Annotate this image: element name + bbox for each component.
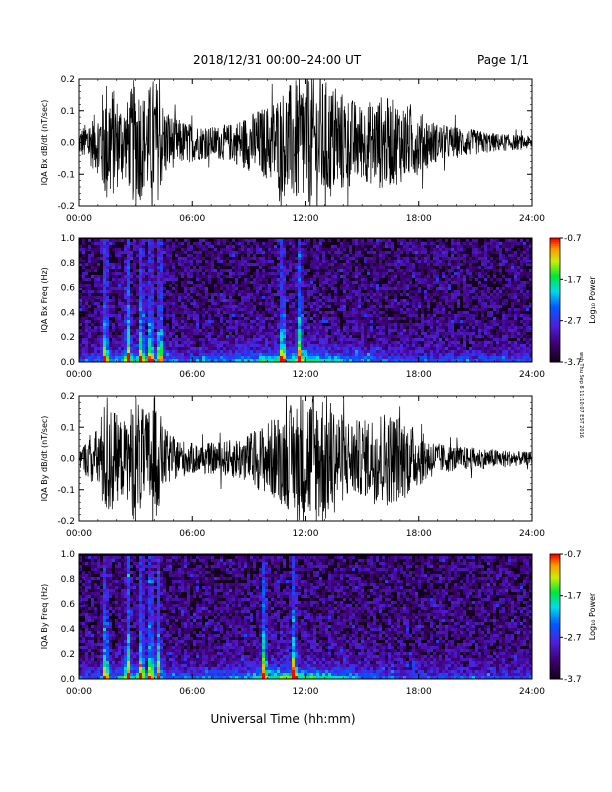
by-waveform-ytick-label: -0.2: [57, 517, 75, 527]
bx-spectrogram-xtick-label: 18:00: [406, 370, 432, 380]
by-spectrogram-colorbar-tick-label: -1.7: [564, 592, 582, 602]
by-waveform-ytick-label: -0.1: [57, 486, 75, 496]
by-waveform-ytick-label: 0.0: [61, 455, 76, 465]
by-spectrogram-xtick-label: 12:00: [293, 687, 319, 697]
bx-waveform-ytick-label: 0.0: [61, 139, 76, 149]
bx-waveform-trace: [79, 79, 532, 206]
by-waveform-xtick-label: 18:00: [406, 529, 432, 539]
by-waveform-ytick-label: 0.2: [61, 392, 75, 402]
bx-spectrogram-ytick-label: 0.2: [61, 333, 75, 343]
bx-waveform-ytick-label: -0.1: [57, 170, 75, 180]
by-spectrogram-ytick-label: 0.6: [61, 600, 76, 610]
by-spectrogram-cells: [79, 554, 532, 679]
by-waveform-trace: [79, 396, 532, 521]
bx-waveform-ytick-label: -0.2: [57, 202, 75, 212]
bx-waveform-xtick-label: 12:00: [293, 214, 319, 224]
by-spectrogram-ytick-label: 0.8: [61, 575, 76, 585]
bx-spectrogram-ytick-label: 0.8: [61, 259, 76, 269]
bx-spectrogram-xtick-label: 00:00: [66, 370, 92, 380]
by-spectrogram-colorbar-tick-label: -3.7: [564, 675, 582, 685]
bx-spectrogram-ytick-label: 0.0: [61, 358, 76, 368]
bx-spectrogram-colorbar-tick-label: -1.7: [564, 275, 582, 285]
by-spectrogram-colorbar-tick-label: -2.7: [564, 633, 582, 643]
x-axis-title: Universal Time (hh:mm): [210, 712, 355, 726]
by-spectrogram-xtick-label: 00:00: [66, 687, 92, 697]
bx-waveform-ylabel: IQA Bx dB/dt (nT/sec): [40, 100, 49, 186]
bx-waveform-axes: -0.2 -0.1 0.0 0.1 0.2 00:00 06:00 12:00 18:00 24:…: [40, 75, 545, 224]
bx-spectrogram-ytick-label: 0.6: [61, 284, 76, 294]
by-spectrogram-xtick-label: 24:00: [519, 687, 545, 697]
by-spectrogram-colorbar: -0.7 -1.7 -2.7 -3.7 Log₁₀ Power: [549, 550, 597, 685]
by-spectrogram-ytick-label: 0.2: [61, 650, 75, 660]
bx-spectrogram-colorbar-tick-label: -2.7: [564, 317, 582, 327]
by-waveform-axes: -0.2 -0.1 0.0 0.1 0.2 00:00 06:00 12:00 18:00 24:…: [40, 392, 545, 539]
bx-waveform-ytick-label: 0.1: [61, 107, 75, 117]
by-waveform-xtick-label: 06:00: [179, 529, 205, 539]
bx-waveform-xtick-label: 00:00: [66, 214, 92, 224]
by-spectrogram-ytick-label: 0.0: [61, 675, 76, 685]
by-spectrogram-ytick-label: 0.4: [61, 625, 76, 635]
bx-waveform-xtick-label: 24:00: [519, 214, 545, 224]
bx-spectrogram-colorbar-tick-label: -3.7: [564, 358, 582, 368]
by-waveform-xtick-label: 00:00: [66, 529, 92, 539]
bx-spectrogram-colorbar-label: Log₁₀ Power: [588, 276, 597, 324]
header-page-number: Page 1/1: [477, 53, 530, 67]
by-waveform-ylabel: IQA By dB/dt (nT/sec): [40, 416, 49, 502]
bx-waveform-xtick-label: 18:00: [406, 214, 432, 224]
bx-waveform-xtick-label: 06:00: [179, 214, 205, 224]
bx-spectrogram-xtick-label: 06:00: [179, 370, 205, 380]
by-spectrogram-ylabel: IQA By Freq (Hz): [40, 584, 49, 650]
header-date-range: 2018/12/31 00:00–24:00 UT: [193, 53, 362, 67]
by-spectrogram-xtick-label: 18:00: [406, 687, 432, 697]
bx-spectrogram-axes: 0.0 0.2 0.4 0.6 0.8 1.0 00:00 06:00 12:00 18:00 24…: [40, 234, 545, 380]
bx-spectrogram-colorbar: -0.7 -1.7 -2.7 -3.7 Log₁₀ Power: [549, 234, 597, 368]
bx-spectrogram-colorbar-tick-label: -0.7: [564, 234, 582, 244]
bx-spectrogram-ytick-label: 1.0: [61, 234, 76, 244]
by-waveform-xtick-label: 12:00: [293, 529, 319, 539]
by-spectrogram-colorbar-tick-label: -0.7: [564, 550, 582, 560]
side-note: wsh Thu Sep 8 11:10:07 EST 2016: [578, 352, 584, 438]
bx-spectrogram-ylabel: IQA Bx Freq (Hz): [40, 267, 49, 333]
by-waveform-xtick-label: 24:00: [519, 529, 545, 539]
by-spectrogram-axes: 0.0 0.2 0.4 0.6 0.8 1.0 00:00 06:00 12:00 18:00 24…: [40, 550, 545, 697]
by-spectrogram-ytick-label: 1.0: [61, 550, 76, 560]
bx-spectrogram-ytick-label: 0.4: [61, 308, 76, 318]
bx-spectrogram-cells: [79, 238, 532, 362]
bx-waveform-ytick-label: 0.2: [61, 75, 75, 85]
bx-spectrogram-xtick-label: 24:00: [519, 370, 545, 380]
by-spectrogram-xtick-label: 06:00: [179, 687, 205, 697]
bx-spectrogram-xtick-label: 12:00: [293, 370, 319, 380]
by-waveform-ytick-label: 0.1: [61, 423, 75, 433]
by-spectrogram-colorbar-label: Log₁₀ Power: [588, 592, 597, 640]
